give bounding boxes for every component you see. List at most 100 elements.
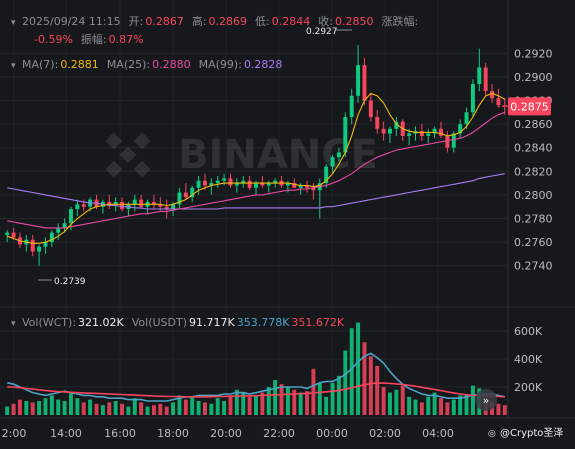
candle-body <box>483 67 488 92</box>
scroll-latest-bg[interactable] <box>475 389 497 411</box>
ma-collapse-arrow-icon[interactable]: ▾ <box>11 61 16 71</box>
volume-tick-label: 400K <box>514 353 543 366</box>
volume-ma-lines <box>7 352 505 402</box>
candle-body <box>292 183 297 188</box>
candle-body <box>266 183 271 186</box>
vol-5: 351.672K <box>291 316 344 329</box>
candle-body <box>298 185 303 188</box>
candle-body <box>69 209 73 224</box>
candle-body <box>343 117 348 153</box>
price-tick-label: 0.2800 <box>514 189 553 202</box>
volume-bar <box>451 399 456 415</box>
volume-bar <box>88 399 93 415</box>
scroll-latest-button[interactable]: » <box>475 389 497 411</box>
volume-bar <box>496 403 501 415</box>
volume-bar <box>81 402 86 415</box>
volume-bar <box>17 399 22 415</box>
candle-body <box>464 112 469 125</box>
volume-bar <box>177 395 182 415</box>
candle-body <box>477 67 482 85</box>
volume-legend: Vol(WCT): 321.02K Vol(USDT) 91.717K 353.778K… <box>22 316 345 329</box>
ma7-line <box>7 92 506 244</box>
candle-body <box>56 227 61 233</box>
volume-bar <box>464 394 469 415</box>
volume-bar <box>445 402 450 415</box>
volume-bar <box>426 396 431 415</box>
volume-bar <box>298 392 303 415</box>
current-price-marker: 0.2875 <box>498 97 551 116</box>
ma-5: 0.2828 <box>244 58 283 71</box>
line1-5: 低: <box>255 15 270 28</box>
double-chevron-right-icon[interactable]: » <box>483 394 490 407</box>
volume-bar <box>266 387 271 415</box>
candle-body <box>247 180 252 188</box>
volume-bar <box>285 387 290 415</box>
volume-tick-label: 200K <box>514 381 543 394</box>
volume-bar <box>279 384 284 415</box>
candle-body <box>11 232 16 238</box>
volume-bar <box>56 399 61 415</box>
volume-bar <box>458 395 463 415</box>
candle-body <box>407 133 412 136</box>
volume-bar <box>113 401 118 415</box>
candle-body <box>451 133 456 148</box>
line1-6: 0.2844 <box>272 15 311 28</box>
candle-body <box>151 201 156 205</box>
line1-3: 高: <box>192 14 207 28</box>
candle-body <box>120 201 125 210</box>
line2-1: 振幅: <box>81 32 107 46</box>
candle-body <box>490 91 495 99</box>
candle-body <box>164 206 169 210</box>
line2-0: -0.59% <box>34 33 73 46</box>
ma-3: 0.2880 <box>152 58 191 71</box>
time-tick-label: 20:00 <box>210 427 242 440</box>
candle-body <box>215 180 220 184</box>
volume-bar <box>11 403 16 415</box>
candle-body <box>62 223 67 228</box>
volume-bar <box>247 396 252 415</box>
volume-bar <box>62 401 67 415</box>
candle-body <box>305 185 310 188</box>
candle-body <box>439 128 443 136</box>
candle-body <box>228 178 233 186</box>
low-label: 0.2739 <box>54 277 86 287</box>
high-label: 0.2927 <box>306 27 338 37</box>
time-tick-label: 02:00 <box>369 427 401 440</box>
candle-body <box>30 239 35 252</box>
candle-body <box>209 183 214 186</box>
volume-bar <box>470 385 475 415</box>
ma-legend: MA(7): 0.2881 MA(25): 0.2880 MA(99): 0.2828 <box>22 58 282 71</box>
chat-bubble-icon: ◎ <box>488 429 496 439</box>
candle-body <box>37 246 42 252</box>
vol-collapse-arrow-icon[interactable]: ▾ <box>11 319 16 329</box>
candle-body <box>190 187 195 198</box>
candle-body <box>113 201 118 205</box>
ma-1: 0.2881 <box>60 58 99 71</box>
candle-body <box>458 124 463 134</box>
volume-bar <box>120 403 125 415</box>
candle-body <box>132 199 137 205</box>
volume-bar <box>37 401 42 415</box>
candle-body <box>260 183 265 186</box>
volume-axis: 600K 400K 200K <box>514 325 543 394</box>
candle-body <box>324 166 329 184</box>
price-tick-label: 0.2780 <box>514 212 553 225</box>
line2-2: 0.87% <box>109 33 144 46</box>
candle-body <box>171 204 176 210</box>
candle-body <box>196 180 201 188</box>
volume-bar <box>387 392 392 415</box>
volume-bar <box>375 366 380 415</box>
volume-bar <box>132 398 137 415</box>
volume-tick-label: 600K <box>514 325 543 338</box>
candle-body <box>496 98 501 106</box>
candle-body <box>470 84 475 113</box>
volume-bar <box>413 399 418 415</box>
time-tick-label: 16:00 <box>104 427 136 440</box>
candle-body <box>177 192 182 205</box>
price-tick-label: 0.2820 <box>514 165 553 178</box>
volume-bar <box>292 389 297 415</box>
volume-bar <box>368 356 373 415</box>
candle-body <box>368 100 373 118</box>
collapse-arrow-icon[interactable]: ▾ <box>11 18 16 28</box>
